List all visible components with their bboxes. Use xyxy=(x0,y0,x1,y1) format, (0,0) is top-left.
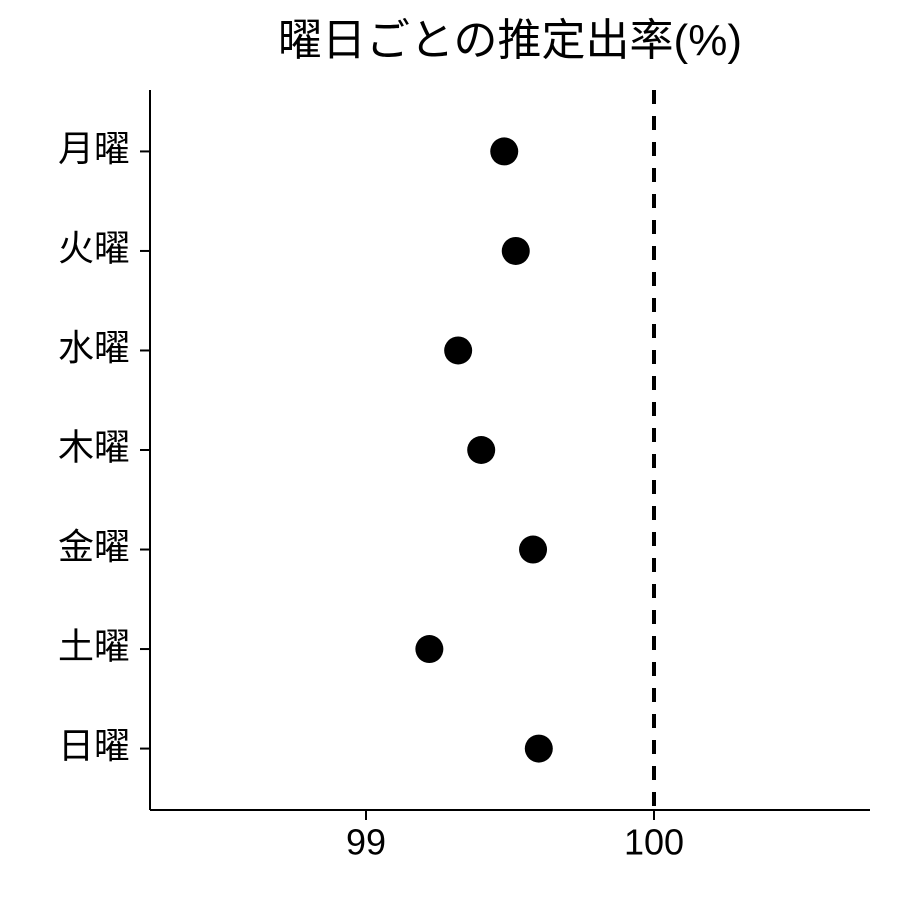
data-point xyxy=(519,536,547,564)
data-point xyxy=(502,237,530,265)
dot-plot-chart: 曜日ごとの推定出率(%) 月曜火曜水曜木曜金曜土曜日曜 99 100 xyxy=(0,0,900,900)
data-point xyxy=(415,635,443,663)
y-tick-label: 月曜 xyxy=(58,128,130,169)
chart-container: 曜日ごとの推定出率(%) 月曜火曜水曜木曜金曜土曜日曜 99 100 xyxy=(0,0,900,900)
x-tick-label: 100 xyxy=(624,821,684,862)
y-tick-label: 木曜 xyxy=(58,427,130,468)
data-point xyxy=(467,436,495,464)
data-point xyxy=(444,336,472,364)
y-tick-label: 土曜 xyxy=(58,626,130,667)
data-point xyxy=(490,137,518,165)
y-tick-label: 日曜 xyxy=(58,725,130,766)
y-tick-label: 金曜 xyxy=(58,526,130,567)
x-tick-label: 99 xyxy=(346,821,386,862)
chart-title: 曜日ごとの推定出率(%) xyxy=(278,16,742,65)
data-point xyxy=(525,735,553,763)
y-tick-label: 水曜 xyxy=(58,327,130,368)
y-tick-label: 火曜 xyxy=(58,227,130,268)
chart-background xyxy=(0,0,900,900)
